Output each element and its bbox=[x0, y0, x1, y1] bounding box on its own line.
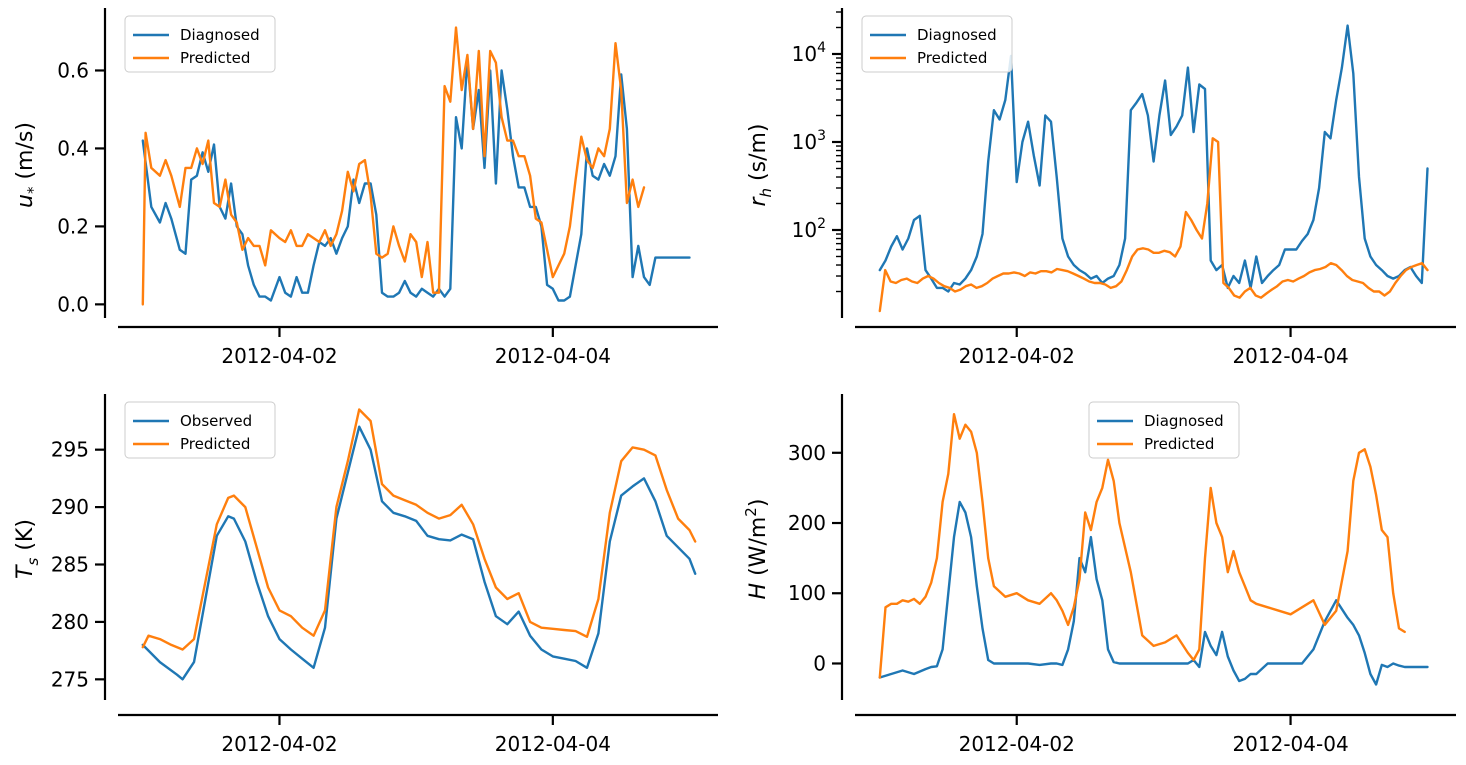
x-tick-label-ts: 2012-04-02 bbox=[221, 732, 337, 756]
legend-h: Diagnosed Predicted bbox=[1088, 401, 1240, 459]
y-axis-label-h: H (W/m2) bbox=[742, 499, 771, 600]
y-tick-label-h: 300 bbox=[788, 441, 826, 465]
y-tick-label-ts: 280 bbox=[51, 610, 89, 634]
series-line-predicted-h bbox=[878, 413, 1406, 679]
x-tick-label-h: 2012-04-02 bbox=[959, 732, 1075, 756]
panel-h: 0 100 200 300 2012-04-02 2012-04-04 H (W/m2) Di… bbox=[742, 394, 1456, 756]
y-tick-label-ustar: 0.4 bbox=[57, 136, 89, 160]
y-tick-label-ts: 275 bbox=[51, 667, 89, 691]
panel-rh: 102 103 104 2012-04-02 2012-04-04 rh (s/m) Dia… bbox=[746, 8, 1456, 368]
y-tick-label-ts: 295 bbox=[51, 438, 89, 462]
y-tick-label-rh: 102 bbox=[792, 216, 826, 242]
x-tick-label-h: 2012-04-04 bbox=[1232, 732, 1348, 756]
y-tick-label-ts: 285 bbox=[51, 553, 89, 577]
x-tick-label-ts: 2012-04-04 bbox=[495, 732, 611, 756]
legend-ts: Observed Predicted bbox=[124, 401, 276, 459]
x-tick-label-ustar: 2012-04-02 bbox=[221, 344, 337, 368]
legend-ustar: Diagnosed Predicted bbox=[124, 15, 276, 73]
y-tick-label-ustar: 0.0 bbox=[57, 292, 89, 316]
legend-label: Predicted bbox=[917, 49, 987, 67]
legend-label: Observed bbox=[180, 412, 252, 430]
legend-label: Predicted bbox=[180, 435, 250, 453]
y-axis-label-ustar: u* (m/s) bbox=[13, 122, 42, 208]
y-tick-label-ustar: 0.6 bbox=[57, 58, 89, 82]
x-tick-label-ustar: 2012-04-04 bbox=[495, 344, 611, 368]
y-tick-label-rh: 104 bbox=[792, 40, 826, 66]
x-tick-label-rh: 2012-04-02 bbox=[959, 344, 1075, 368]
legend-label: Diagnosed bbox=[917, 26, 997, 44]
series-line-predicted-ustar bbox=[141, 26, 646, 306]
series-line-predicted-ts bbox=[141, 408, 697, 651]
y-tick-label-h: 200 bbox=[788, 511, 826, 535]
legend-rh: Diagnosed Predicted bbox=[861, 15, 1013, 73]
panel-ustar: 0.0 0.2 0.4 0.6 2012-04-02 2012-04-04 u* (m/s)… bbox=[13, 8, 718, 368]
y-tick-label-h: 100 bbox=[788, 581, 826, 605]
series-line-diagnosed-h bbox=[878, 500, 1429, 686]
y-tick-label-ustar: 0.2 bbox=[57, 214, 89, 238]
series-line-observed-ts bbox=[141, 425, 697, 681]
legend-label: Predicted bbox=[180, 49, 250, 67]
panel-ts: 275 280 285 290 295 2012-04-02 2012-04-04 Ts (K… bbox=[13, 394, 718, 756]
series-line-predicted-rh bbox=[878, 137, 1429, 313]
y-tick-label-ts: 290 bbox=[51, 495, 89, 519]
y-tick-label-rh: 103 bbox=[792, 128, 826, 154]
legend-label: Predicted bbox=[1144, 435, 1214, 453]
y-axis-label-rh: rh (s/m) bbox=[746, 123, 775, 206]
legend-label: Diagnosed bbox=[1144, 412, 1224, 430]
y-tick-label-h: 0 bbox=[813, 651, 826, 675]
series-line-diagnosed-ustar bbox=[141, 57, 691, 302]
y-axis-label-ts: Ts (K) bbox=[13, 519, 42, 579]
legend-label: Diagnosed bbox=[180, 26, 260, 44]
x-tick-label-rh: 2012-04-04 bbox=[1232, 344, 1348, 368]
series-line-diagnosed-rh bbox=[878, 24, 1429, 293]
